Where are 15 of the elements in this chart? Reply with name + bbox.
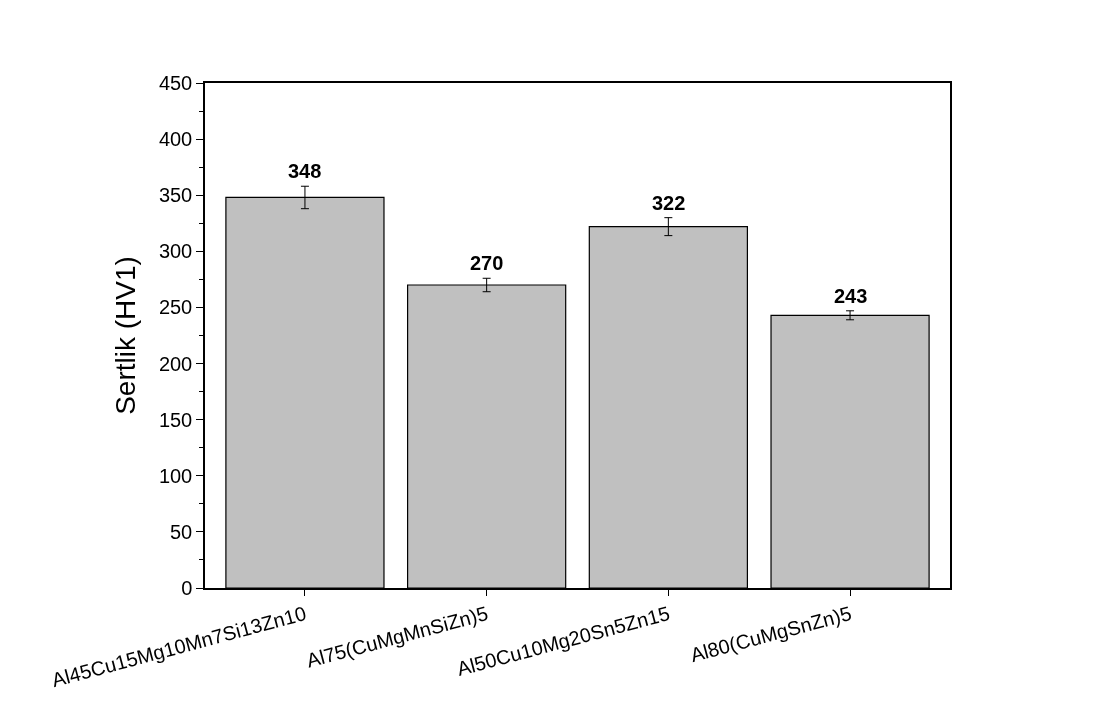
y-tick-label: 400 [158, 128, 193, 151]
data-label: 270 [470, 252, 504, 274]
y-tick-label: 350 [158, 184, 193, 207]
y-tick-label: 450 [158, 72, 193, 94]
y-tick-label: 250 [158, 296, 193, 319]
y-tick-label: 150 [158, 408, 193, 431]
data-label: 322 [652, 192, 686, 214]
y-tick-label: 50 [170, 520, 193, 543]
y-axis-title: Sertlik (HV1) [110, 256, 142, 415]
y-tick-label: 200 [158, 352, 193, 375]
data-label: 243 [834, 285, 868, 307]
y-tick-label: 0 [181, 577, 193, 599]
y-tick-label: 100 [158, 464, 193, 487]
data-label: 348 [288, 160, 322, 182]
y-tick-label: 300 [158, 240, 193, 263]
